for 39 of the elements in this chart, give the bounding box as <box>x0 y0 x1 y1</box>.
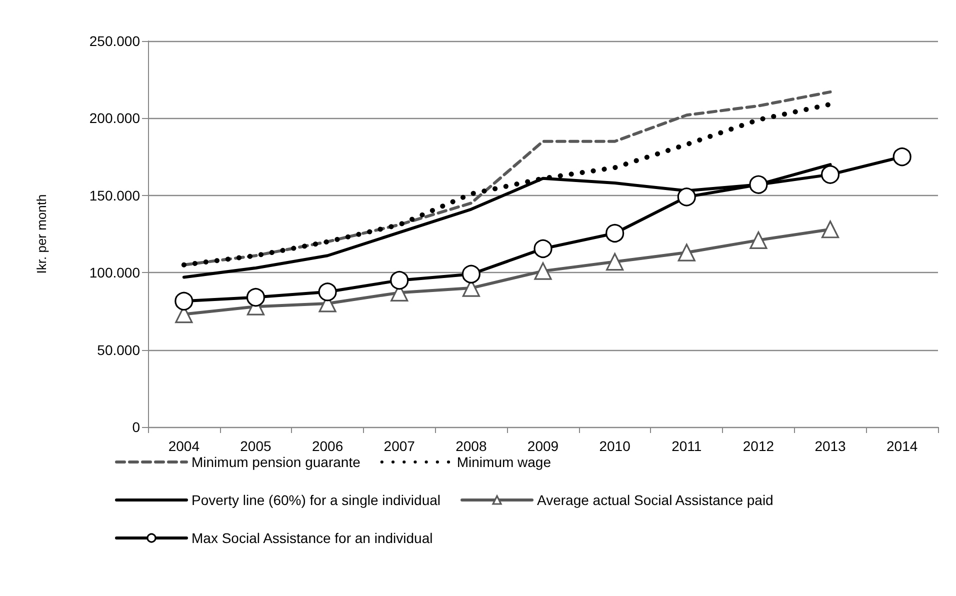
y-tick-label: 200.000 <box>89 110 140 126</box>
x-tick-label: 2014 <box>886 438 918 454</box>
point <box>677 188 696 206</box>
point <box>462 264 480 284</box>
point <box>606 252 624 271</box>
x-tick-label: 2009 <box>527 438 559 454</box>
point <box>750 231 768 249</box>
legend-label: Max Social Assistance for an individual <box>192 530 433 546</box>
x-tick-label: 2013 <box>814 438 846 454</box>
x-tick-label: 2007 <box>384 438 416 454</box>
legend-label: Average actual Social Assistance paid <box>537 492 774 508</box>
point <box>246 288 266 307</box>
point <box>749 175 768 194</box>
x-tick-label: 2010 <box>599 438 631 454</box>
x-tick-label: 2004 <box>168 438 200 454</box>
point <box>534 262 552 280</box>
x-tick-label: 2005 <box>240 438 272 454</box>
y-tick-label: 250.000 <box>89 33 140 49</box>
point <box>892 148 912 166</box>
point <box>678 244 696 262</box>
y-tick-label: 50.000 <box>97 342 140 358</box>
x-tick-label: 2012 <box>742 438 774 454</box>
point <box>534 239 552 258</box>
x-tick-label: 2008 <box>456 438 487 454</box>
legend-label: Minimum wage <box>456 454 552 470</box>
legend-label: Minimum pension guarante <box>192 454 361 470</box>
point <box>606 224 624 243</box>
point <box>174 292 194 310</box>
point <box>318 282 337 302</box>
y-tick-label: 100.000 <box>89 264 140 281</box>
x-tick-label: 2006 <box>312 438 344 454</box>
y-tick-label: 0 <box>132 419 140 435</box>
y-tick-label: 150.000 <box>89 187 140 204</box>
point <box>820 165 840 184</box>
point <box>390 271 409 290</box>
x-tick-label: 2011 <box>672 438 702 454</box>
legend-label: Poverty line (60%) for a single individual <box>192 492 441 508</box>
y-axis-title: Ikr. per month <box>34 194 49 274</box>
point <box>821 220 840 238</box>
